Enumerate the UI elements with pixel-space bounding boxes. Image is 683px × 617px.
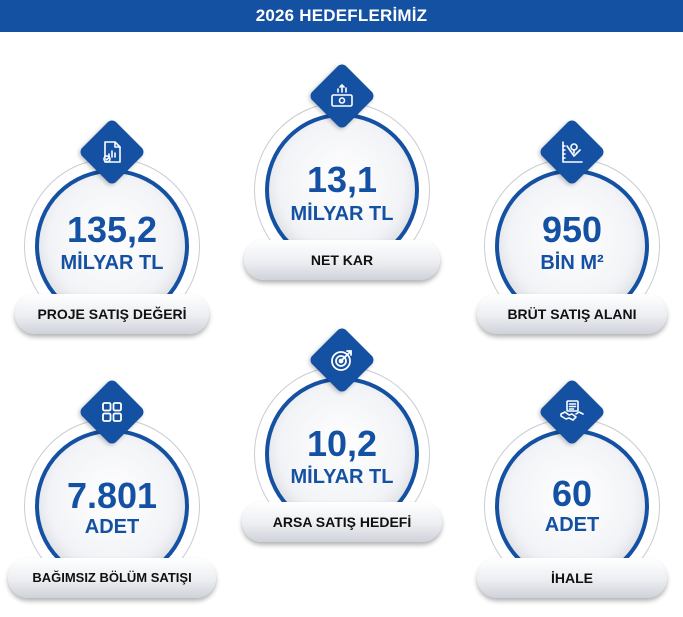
card-unit: MİLYAR TL xyxy=(290,203,394,225)
target-card-tender: 60 ADET İHALE xyxy=(472,378,672,598)
card-label: ARSA SATIŞ HEDEFİ xyxy=(242,502,442,542)
target-card-unit-sales: 7.801 ADET BAĞIMSIZ BÖLÜM SATIŞI xyxy=(8,378,216,598)
grid-blocks-icon xyxy=(90,390,134,434)
land-plan-icon xyxy=(550,130,594,174)
card-label: NET KAR xyxy=(244,240,440,280)
page-title: 2026 HEDEFLERİMİZ xyxy=(0,0,683,32)
card-value: 13,1 xyxy=(306,159,378,200)
card-label: BAĞIMSIZ BÖLÜM SATIŞI xyxy=(8,558,216,598)
card-unit: BİN M² xyxy=(540,252,604,274)
document-chart-icon xyxy=(90,130,134,174)
card-unit: MİLYAR TL xyxy=(60,252,164,274)
money-growth-icon xyxy=(320,74,364,118)
target-card-project-sales: 135,2 MİLYAR TL PROJE SATIŞ DEĞERİ xyxy=(12,118,212,334)
card-value: 60 xyxy=(551,473,593,514)
target-card-gross-sales-area: 950 BİN M² BRÜT SATIŞ ALANI xyxy=(472,118,672,334)
target-card-net-profit: 13,1 MİLYAR TL NET KAR xyxy=(242,62,442,280)
card-value: 135,2 xyxy=(66,209,158,250)
card-unit: ADET xyxy=(544,514,600,536)
card-value: 7.801 xyxy=(66,475,158,516)
target-icon xyxy=(320,338,364,382)
card-unit: MİLYAR TL xyxy=(290,466,394,488)
card-unit: ADET xyxy=(84,516,140,538)
target-card-land-sales: 10,2 MİLYAR TL ARSA SATIŞ HEDEFİ xyxy=(242,326,442,542)
handshake-contract-icon xyxy=(550,390,594,434)
card-value: 10,2 xyxy=(306,423,378,464)
card-label: PROJE SATIŞ DEĞERİ xyxy=(15,294,209,334)
card-label: BRÜT SATIŞ ALANI xyxy=(477,294,667,334)
card-value: 950 xyxy=(541,209,603,250)
card-label: İHALE xyxy=(477,558,667,598)
